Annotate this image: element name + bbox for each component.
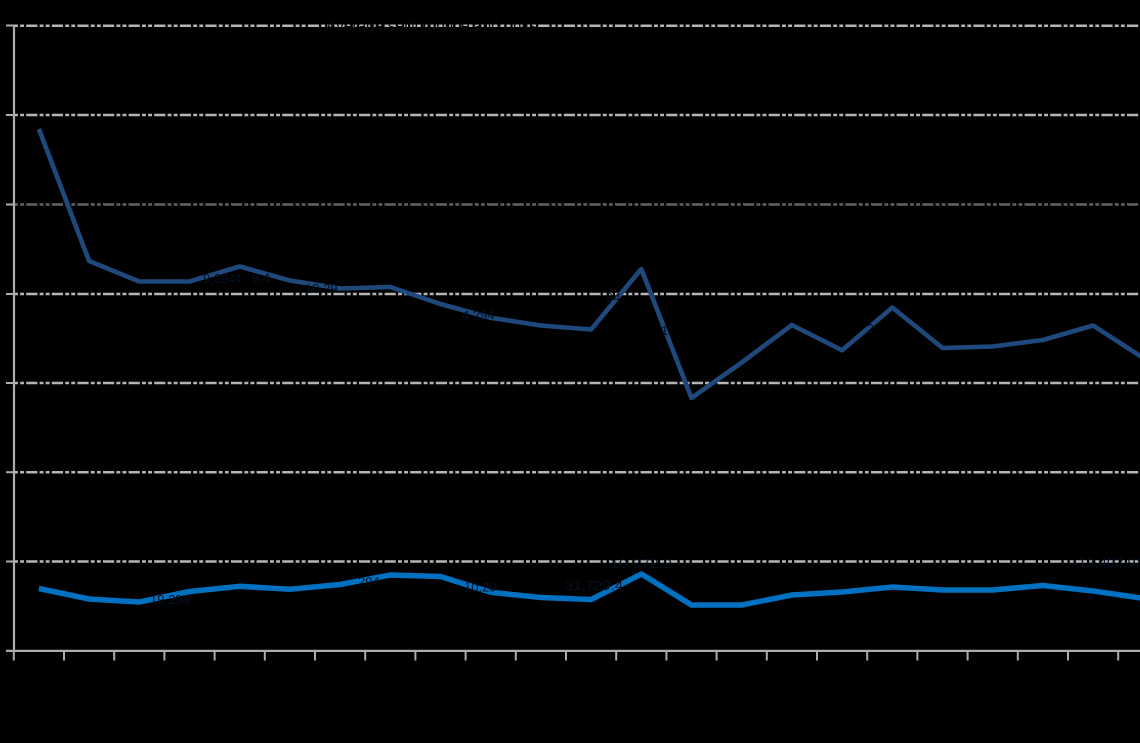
svg-text:4,294: 4,294 — [462, 308, 495, 323]
svg-text:2: 2 — [867, 321, 874, 336]
svg-text:12,403.91: 12,403.91 — [1078, 555, 1140, 570]
svg-text:294: 294 — [358, 574, 380, 589]
svg-text:4: 4 — [234, 271, 241, 286]
svg-text:10,372.9: 10,372.9 — [610, 556, 672, 571]
svg-text:10,29: 10,29 — [464, 580, 497, 595]
svg-text:1: 1 — [661, 323, 668, 338]
svg-text:Average selling price and unit: Average selling price and units — [326, 18, 537, 35]
svg-text:9,294: 9,294 — [203, 271, 236, 286]
svg-text:10,29: 10,29 — [305, 281, 338, 296]
svg-text:19,294: 19,294 — [150, 592, 190, 607]
svg-text:94: 94 — [606, 290, 620, 305]
svg-text:31,729.4: 31,729.4 — [565, 578, 623, 593]
svg-text:9,4: 9,4 — [252, 271, 270, 286]
